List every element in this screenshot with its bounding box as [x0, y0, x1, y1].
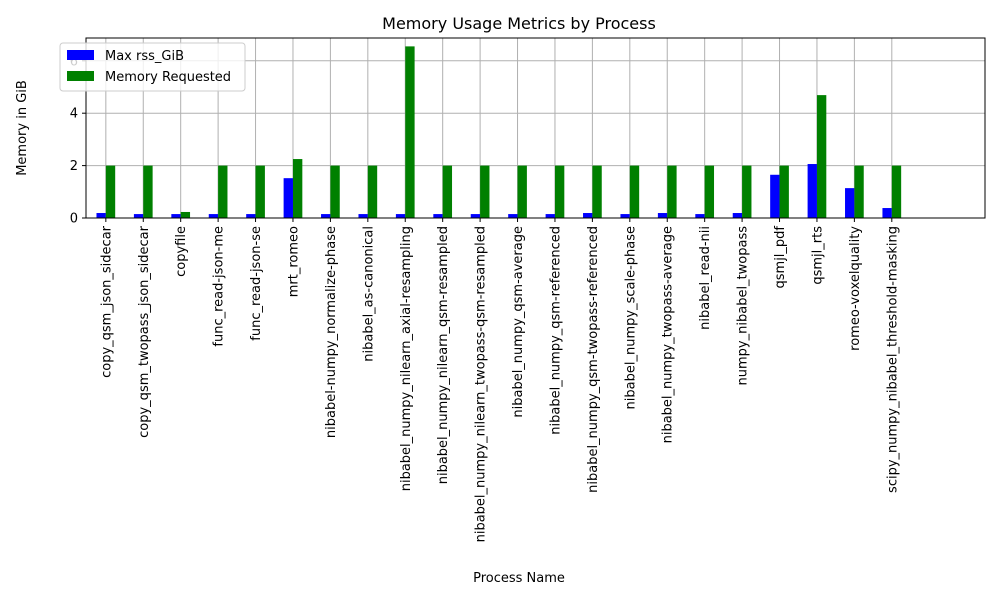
bar-memory-requested — [442, 165, 453, 218]
bar-max-rss — [620, 214, 630, 218]
x-tick-label: nibabel_numpy_nilearn_twopass-qsm-resamp… — [474, 226, 489, 542]
x-tick-label: copy_qsm_twopass_json_sidecar — [137, 225, 152, 438]
bar-max-rss — [96, 213, 106, 218]
x-axis-label: Process Name — [473, 571, 565, 586]
x-tick-label: qsmjl_rts — [810, 226, 825, 285]
x-tick-label: nibabel_numpy_qsm-twopass-referenced — [586, 226, 601, 493]
x-tick-label: nibabel_numpy_twopass-average — [661, 226, 676, 443]
legend: Max rss_GiB Memory Requested — [59, 42, 246, 92]
x-tick-label: func_read-json-me — [212, 226, 227, 347]
bar-max-rss — [395, 214, 406, 218]
x-tick-label: qsmjl_pdf — [773, 226, 788, 289]
legend-swatch-memory-requested — [67, 71, 94, 81]
legend-label-max-rss: Max rss_GiB — [105, 49, 184, 64]
x-tick-label: nibabel-numpy_normalize-phase — [324, 226, 339, 438]
bar-memory-requested — [292, 159, 303, 218]
x-tick-label: numpy_nibabel_twopass — [736, 226, 751, 386]
y-tick-label: 0 — [70, 212, 78, 227]
bar-max-rss — [246, 214, 256, 218]
bar-memory-requested — [667, 165, 677, 218]
bar-memory-requested — [629, 165, 640, 218]
y-axis-label: Memory in GiB — [15, 80, 30, 176]
bar-memory-requested — [143, 165, 153, 218]
bar-max-rss — [470, 214, 481, 218]
bar-memory-requested — [891, 165, 902, 218]
bar-memory-requested — [218, 165, 228, 218]
bar-memory-requested — [180, 211, 191, 218]
bar-max-rss — [770, 174, 780, 218]
legend-label-memory-requested: Memory Requested — [105, 70, 231, 85]
x-tick-label: copy_qsm_json_sidecar — [99, 225, 114, 378]
bar-max-rss — [845, 188, 855, 218]
x-tick-label: copyfile — [174, 226, 189, 277]
x-tick-label: nibabel_numpy_qsm-referenced — [548, 226, 563, 435]
bar-max-rss — [283, 178, 293, 218]
x-tick-label: scipy_numpy_nibabel_threshold-masking — [885, 226, 900, 493]
plot-frame — [85, 37, 986, 219]
bar-max-rss — [433, 214, 443, 218]
bar-memory-requested — [367, 165, 378, 218]
x-tick-label: romeo-voxelquality — [848, 226, 863, 351]
bar-max-rss — [133, 214, 144, 218]
bar-memory-requested — [592, 165, 602, 218]
bar-memory-requested — [816, 95, 827, 218]
y-tick-label: 2 — [70, 159, 78, 174]
bar-max-rss — [208, 214, 219, 218]
x-tick-label: nibabel_numpy_scale-phase — [623, 226, 638, 409]
bar-memory-requested — [105, 165, 116, 218]
bar-memory-requested — [255, 165, 265, 218]
y-tick-label: 4 — [70, 107, 78, 122]
x-tick-label: nibabel_as-canonical — [361, 226, 376, 362]
bar-memory-requested — [742, 165, 752, 218]
bar-max-rss — [508, 214, 518, 218]
bar-max-rss — [583, 213, 593, 218]
bar-max-rss — [807, 164, 817, 218]
bar-memory-requested — [330, 165, 340, 218]
x-tick-label: mrt_romeo — [286, 226, 301, 297]
bar-max-rss — [695, 214, 705, 218]
bar-memory-requested — [405, 46, 415, 219]
x-tick-label: func_read-json-se — [249, 226, 264, 341]
bar-max-rss — [545, 214, 555, 218]
bar-max-rss — [657, 213, 668, 218]
x-tick-label: nibabel_numpy_nilearn_axial-resampling — [399, 226, 414, 491]
bar-max-rss — [882, 208, 892, 218]
bar-max-rss — [171, 214, 181, 218]
x-tick-label: nibabel_numpy_qsm-average — [511, 226, 526, 418]
bar-memory-requested — [704, 165, 715, 218]
bar-memory-requested — [854, 165, 864, 218]
bar-memory-requested — [779, 165, 789, 218]
bar-memory-requested — [517, 165, 527, 218]
x-tick-label: nibabel_read-nii — [698, 226, 713, 330]
bar-max-rss — [732, 213, 743, 218]
bar-max-rss — [321, 214, 331, 218]
chart-title: Memory Usage Metrics by Process — [382, 14, 656, 33]
bar-max-rss — [358, 214, 368, 218]
bar-memory-requested — [554, 165, 565, 218]
legend-swatch-max-rss — [67, 50, 94, 60]
x-tick-label: nibabel_numpy_nilearn_qsm-resampled — [436, 226, 451, 484]
bar-memory-requested — [480, 165, 490, 218]
